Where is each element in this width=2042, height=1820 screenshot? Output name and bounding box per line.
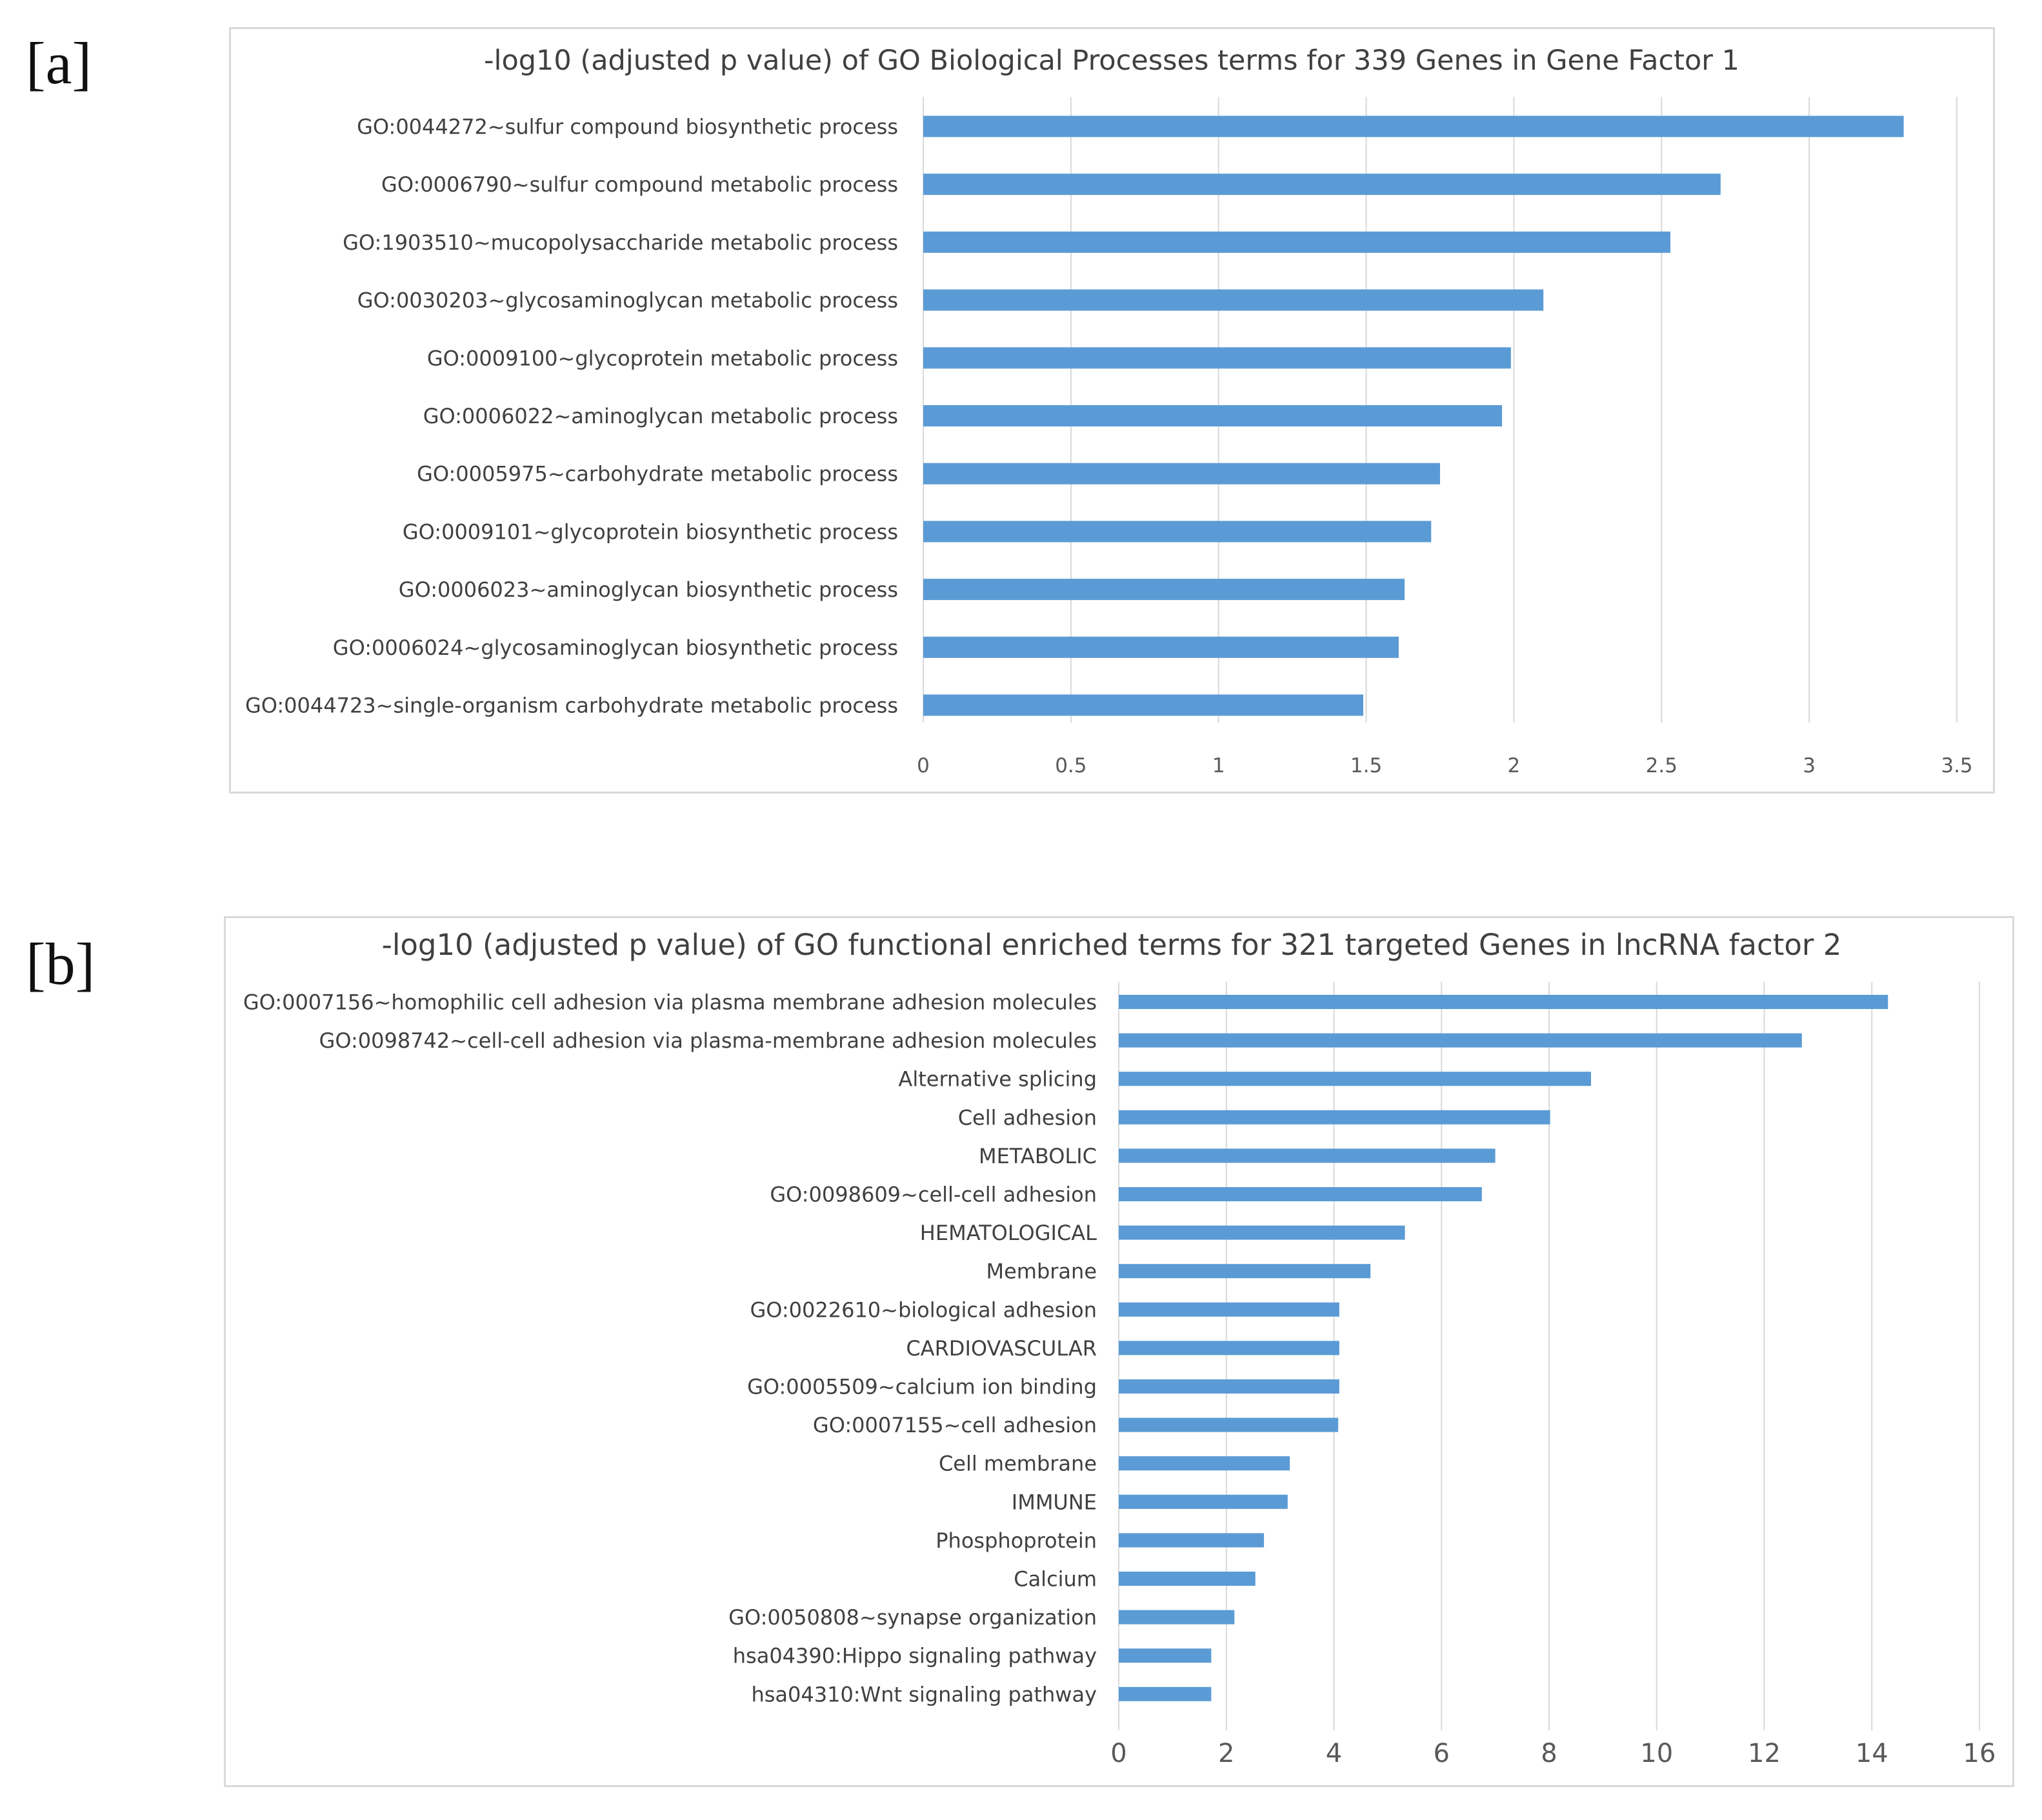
bar bbox=[1119, 1648, 1212, 1663]
x-tick-label: 1 bbox=[1212, 754, 1225, 777]
category-label: CARDIOVASCULAR bbox=[906, 1336, 1097, 1361]
bar bbox=[1119, 1686, 1212, 1701]
bar bbox=[1119, 1456, 1290, 1471]
chart-b: -log10 (adjusted p value) of GO function… bbox=[243, 928, 1996, 1768]
x-tick-label: 3 bbox=[1803, 754, 1816, 777]
bar bbox=[923, 405, 1503, 426]
panel-a-label: [a] bbox=[26, 30, 92, 96]
category-label: GO:0098742~cell-cell adhesion via plasma… bbox=[319, 1028, 1097, 1053]
category-label: GO:0005509~calcium ion binding bbox=[747, 1375, 1097, 1399]
category-label: GO:0050808~synapse organization bbox=[728, 1605, 1097, 1630]
x-tick-label: 16 bbox=[1963, 1739, 1996, 1768]
category-label: Cell membrane bbox=[939, 1452, 1097, 1476]
category-label: Phosphoprotein bbox=[936, 1528, 1097, 1553]
bar bbox=[923, 174, 1721, 195]
category-label: GO:0009101~glycoprotein biosynthetic pro… bbox=[403, 519, 898, 544]
category-label: hsa04390:Hippo signaling pathway bbox=[733, 1644, 1097, 1668]
bar bbox=[1119, 1110, 1550, 1125]
chart-a: -log10 (adjusted p value) of GO Biologic… bbox=[245, 45, 1973, 777]
x-tick-label: 0 bbox=[1110, 1739, 1126, 1768]
x-tick-label: 0 bbox=[917, 754, 930, 777]
x-tick-label: 6 bbox=[1434, 1739, 1450, 1768]
x-tick-label: 14 bbox=[1856, 1739, 1888, 1768]
category-label: IMMUNE bbox=[1012, 1490, 1097, 1514]
bar bbox=[923, 636, 1399, 658]
bar bbox=[1119, 1302, 1339, 1317]
x-tick-label: 2.5 bbox=[1646, 754, 1677, 777]
x-tick-label: 8 bbox=[1541, 1739, 1557, 1768]
category-label: GO:0030203~glycosaminoglycan metabolic p… bbox=[357, 288, 898, 313]
panel-b-label: [b] bbox=[26, 931, 95, 997]
bar bbox=[1119, 1033, 1802, 1048]
x-tick-label: 0.5 bbox=[1055, 754, 1086, 777]
bar bbox=[1119, 1610, 1235, 1625]
bar bbox=[1119, 1148, 1496, 1163]
category-label: GO:0006022~aminoglycan metabolic process bbox=[423, 404, 898, 428]
bar bbox=[1119, 995, 1888, 1009]
category-label: Alternative splicing bbox=[898, 1067, 1097, 1092]
x-tick-label: 10 bbox=[1640, 1739, 1673, 1768]
chart-a-title: -log10 (adjusted p value) of GO Biologic… bbox=[484, 45, 1739, 77]
x-tick-label: 2 bbox=[1508, 754, 1521, 777]
x-tick-label: 12 bbox=[1748, 1739, 1781, 1768]
category-label: GO:0006790~sulfur compound metabolic pro… bbox=[381, 172, 898, 197]
category-label: Cell adhesion bbox=[958, 1105, 1097, 1130]
category-label: METABOLIC bbox=[979, 1144, 1097, 1168]
category-label: GO:0044272~sulfur compound biosynthetic … bbox=[357, 115, 898, 139]
category-label: GO:0007156~homophilic cell adhesion via … bbox=[243, 990, 1097, 1015]
category-label: Membrane bbox=[986, 1259, 1097, 1284]
bar bbox=[1119, 1379, 1339, 1394]
category-label: GO:0098609~cell-cell adhesion bbox=[770, 1183, 1097, 1207]
x-tick-label: 2 bbox=[1218, 1739, 1234, 1768]
bar bbox=[923, 289, 1544, 311]
bar bbox=[1119, 1225, 1405, 1240]
bar bbox=[1119, 1187, 1482, 1201]
category-label: GO:0009100~glycoprotein metabolic proces… bbox=[427, 346, 898, 370]
bar bbox=[1119, 1072, 1592, 1086]
bar bbox=[1119, 1494, 1288, 1509]
category-label: Calcium bbox=[1014, 1567, 1097, 1592]
bar bbox=[1119, 1264, 1371, 1279]
category-label: GO:0007155~cell adhesion bbox=[813, 1413, 1097, 1437]
category-label: GO:0044723~single-organism carbohydrate … bbox=[245, 694, 898, 718]
category-label: HEMATOLOGICAL bbox=[920, 1221, 1097, 1245]
chart-b-title: -log10 (adjusted p value) of GO function… bbox=[382, 928, 1842, 962]
bar bbox=[1119, 1533, 1265, 1548]
x-tick-label: 3.5 bbox=[1941, 754, 1972, 777]
bar bbox=[923, 463, 1440, 485]
category-label: GO:0022610~biological adhesion bbox=[750, 1297, 1097, 1322]
bar bbox=[923, 347, 1511, 369]
x-tick-label: 4 bbox=[1326, 1739, 1342, 1768]
category-label: GO:1903510~mucopolysaccharide metabolic … bbox=[343, 230, 898, 255]
category-label: hsa04310:Wnt signaling pathway bbox=[751, 1682, 1097, 1706]
bar bbox=[923, 521, 1432, 543]
x-tick-label: 1.5 bbox=[1350, 754, 1382, 777]
bar bbox=[923, 115, 1904, 137]
category-label: GO:0006024~glycosaminoglycan biosyntheti… bbox=[333, 635, 898, 660]
bar bbox=[1119, 1572, 1256, 1586]
bar bbox=[923, 694, 1363, 716]
bar bbox=[923, 231, 1671, 253]
bar bbox=[1119, 1417, 1339, 1432]
category-label: GO:0006023~aminoglycan biosynthetic proc… bbox=[399, 577, 898, 602]
bar bbox=[923, 579, 1405, 601]
category-label: GO:0005975~carbohydrate metabolic proces… bbox=[417, 462, 898, 486]
bar bbox=[1119, 1341, 1339, 1355]
